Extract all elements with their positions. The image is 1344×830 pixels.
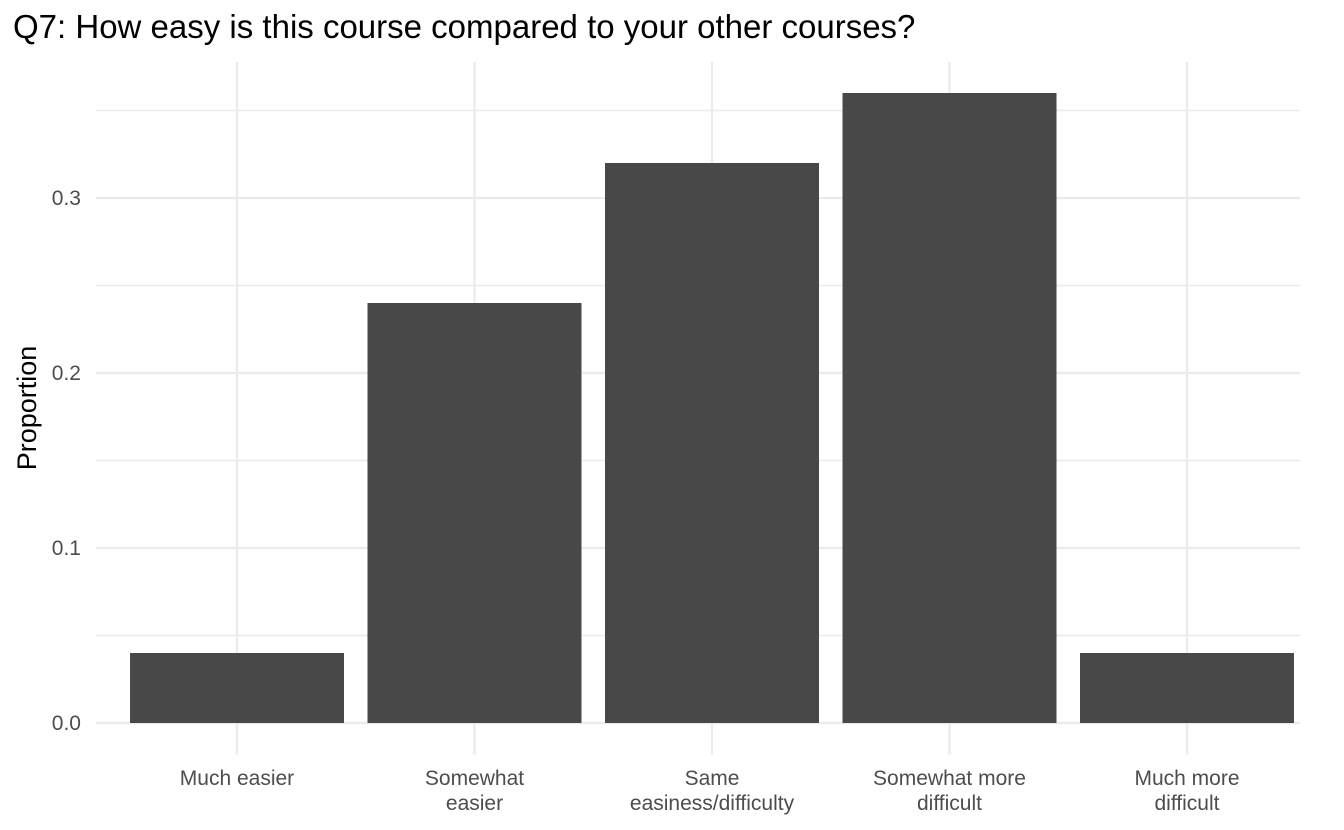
x-tick-labels: Much easier Somewhat easier Same easiness/di…	[180, 767, 1240, 815]
y-tick-label: 0.0	[52, 712, 81, 735]
y-tick-label: 0.2	[52, 362, 81, 385]
y-axis-title: Proportion	[12, 346, 42, 471]
bars-layer	[130, 93, 1294, 723]
bar-3	[842, 93, 1057, 723]
x-tick-label: Somewhat easier	[425, 767, 524, 815]
y-tick-labels: 0.0 0.1 0.2 0.3	[52, 187, 81, 735]
bar-1	[367, 303, 582, 723]
chart-title: Q7: How easy is this course compared to …	[13, 8, 915, 45]
y-tick-label: 0.3	[52, 187, 81, 210]
x-tick-label: Much easier	[180, 767, 294, 790]
bar-2	[605, 163, 819, 723]
x-tick-label: Much more difficult	[1134, 767, 1239, 815]
y-tick-label: 0.1	[52, 537, 81, 560]
bar-4	[1080, 653, 1294, 723]
bar-0	[130, 653, 344, 723]
x-tick-label: Same easiness/difficulty	[630, 767, 795, 815]
x-tick-label: Somewhat more difficult	[873, 767, 1026, 815]
